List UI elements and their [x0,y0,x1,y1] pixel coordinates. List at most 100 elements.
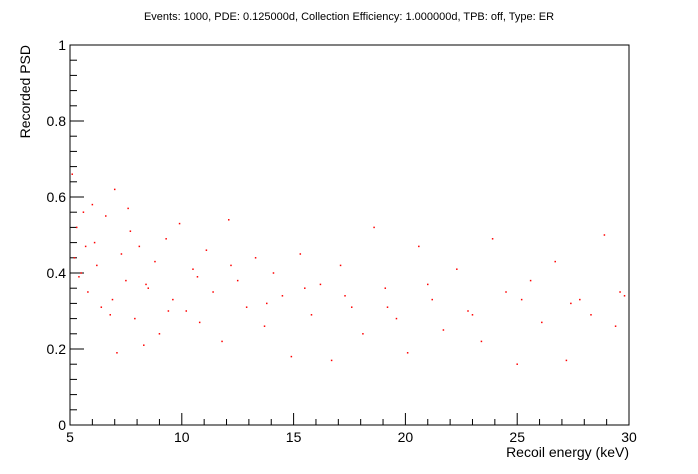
data-point [116,352,118,354]
data-point [491,238,494,240]
data-point [623,295,626,297]
data-point [339,264,342,267]
data-point [113,188,116,191]
data-point [71,173,73,175]
data-point [254,257,257,259]
data-point [480,340,483,343]
data-point [127,207,129,210]
data-point [87,291,89,293]
data-point [619,291,621,293]
data-point [198,321,201,324]
data-point [290,355,293,358]
x-tick-label: 10 [174,429,190,445]
data-point [111,298,114,301]
data-point [145,283,147,286]
x-tick-label: 5 [66,429,74,445]
data-point [212,291,214,293]
data-point [579,298,581,301]
data-point [125,279,127,282]
data-point [362,333,364,335]
data-point [554,260,556,263]
y-axis: 0 0.2 0.4 0.6 0.8 1 [47,37,84,433]
data-point [73,257,76,259]
y-tick-label: 0 [58,417,66,433]
x-tick-label: 20 [398,429,414,445]
data-point [310,314,313,316]
chart-title: Events: 1000, PDE: 0.125000d, Collection… [144,11,554,23]
data-point [82,211,85,213]
data-point [75,226,78,229]
data-point [228,219,230,221]
data-point [147,287,150,289]
data-point [80,272,82,274]
data-point [272,272,275,274]
data-point [221,340,223,343]
data-point [418,245,420,248]
data-point [84,245,87,248]
data-point [192,268,194,270]
data-point [158,333,161,335]
y-tick-label: 0.4 [47,265,67,281]
x-tick-label: 15 [286,429,302,445]
y-tick-label: 0.6 [47,189,67,205]
data-point [603,234,606,236]
data-point [529,279,532,282]
data-point [614,325,617,327]
data-point [344,295,346,297]
data-point [109,314,111,316]
data-point [471,314,474,316]
x-tick-label: 30 [621,429,637,445]
data-point [456,268,458,270]
data-point [143,344,145,346]
data-point [565,359,568,362]
data-point [167,310,170,312]
x-axis-label: Recoil energy (keV) [506,444,629,460]
data-point [263,325,266,327]
data-point [384,287,387,289]
y-tick-label: 0.2 [47,341,67,357]
data-point [205,249,208,251]
data-point [178,222,181,225]
data-points [71,173,626,365]
data-point [373,226,375,229]
data-point [467,310,469,312]
data-point [304,287,306,289]
data-point [134,317,136,320]
plot-frame [69,44,630,426]
data-point [431,298,433,301]
data-point [100,306,103,308]
y-axis-label: Recorded PSD [17,45,33,138]
x-axis: 5 10 15 20 25 30 [66,413,637,445]
data-point [395,317,398,320]
data-point [516,363,518,365]
data-point [105,215,107,217]
data-point [91,203,94,206]
y-tick-label: 0.8 [47,113,67,129]
data-point [590,314,592,316]
data-point [196,276,199,278]
data-point [185,310,188,312]
data-point [299,253,302,255]
x-tick-label: 25 [509,429,525,445]
data-point [138,245,141,248]
data-point [541,321,543,324]
data-point [281,295,284,297]
data-point [120,253,123,255]
data-point [245,306,248,308]
data-point [78,276,80,278]
data-point [350,306,353,308]
data-point [386,306,389,308]
data-point [319,283,322,286]
data-point [442,329,445,331]
data-point [505,291,507,293]
data-point [96,264,98,267]
data-point [570,302,572,305]
data-point [165,238,167,240]
data-point [154,260,156,263]
data-point [427,283,429,286]
data-point [520,298,523,301]
data-point [406,352,409,354]
data-point [230,264,232,267]
data-point [129,230,132,232]
